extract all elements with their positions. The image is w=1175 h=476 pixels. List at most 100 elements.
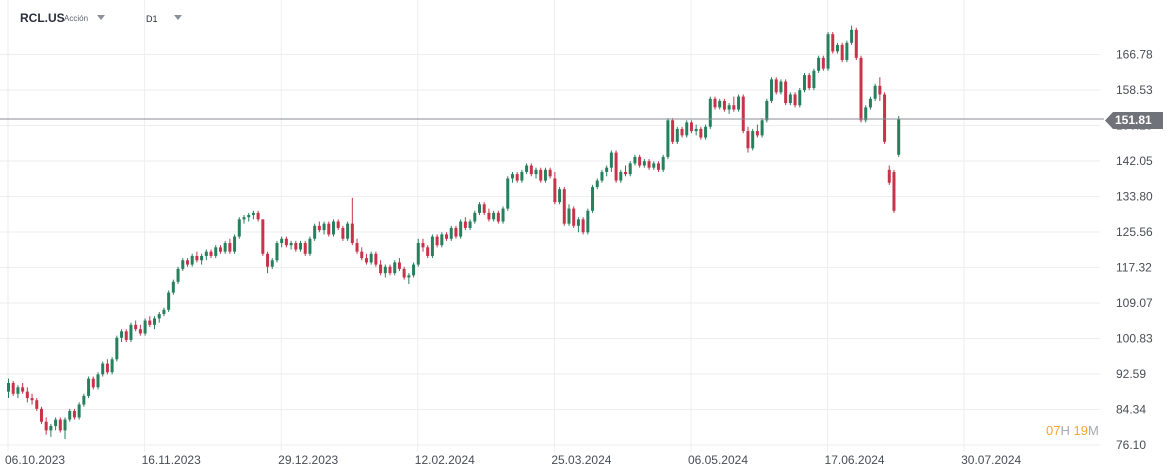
candle-body (770, 79, 774, 101)
candle-body (576, 219, 580, 226)
candle-body (807, 75, 811, 89)
candle-body (840, 44, 844, 61)
current-price-tag (1105, 112, 1163, 129)
candle-up (605, 165, 609, 177)
timeframe-label[interactable]: D1 (146, 14, 158, 24)
candle-body (713, 98, 717, 108)
candle-body (275, 243, 279, 261)
y-tick-label: 117.32 (1116, 260, 1152, 274)
candle-body (430, 236, 434, 256)
candle-up (96, 372, 100, 390)
candle-body (237, 219, 241, 237)
candle-body (350, 223, 354, 244)
candle-down (878, 77, 882, 101)
candle-body (553, 178, 557, 203)
candle-body (63, 419, 67, 431)
candle-body (798, 90, 802, 106)
candle-body (543, 169, 547, 181)
timeframe-dropdown-icon[interactable] (174, 15, 182, 20)
y-tick-label: 92.59 (1116, 367, 1146, 381)
symbol-dropdown-icon[interactable] (97, 15, 105, 20)
candle-body (873, 85, 877, 99)
candle-body (190, 255, 194, 265)
x-tick-label: 25.03.2024 (551, 453, 611, 467)
candle-body (134, 324, 138, 330)
candle-body (591, 187, 595, 211)
candle-body (478, 204, 481, 213)
candle-up (120, 329, 124, 343)
candle-up (275, 240, 279, 263)
candle-up (412, 262, 416, 278)
candle-body (680, 128, 684, 136)
candle-body (124, 331, 128, 340)
candle-up (110, 357, 114, 375)
candle-body (473, 212, 477, 222)
candle-down (138, 324, 142, 336)
candle-body (200, 255, 204, 261)
candle-body (774, 79, 778, 93)
candle-up (430, 234, 434, 259)
candle-body (859, 57, 863, 121)
candle-up (331, 219, 335, 237)
candle-up (16, 385, 20, 399)
candle-body (755, 131, 759, 136)
candle-down (360, 247, 364, 261)
candle-down (317, 221, 321, 233)
candle-body (416, 243, 420, 265)
candle-body (388, 266, 392, 274)
candle-up (770, 77, 774, 104)
candle-down (572, 206, 576, 228)
candle-body (157, 314, 161, 319)
candle-up (87, 376, 91, 399)
candle-up (817, 55, 821, 73)
candle-body (567, 208, 571, 224)
price-axis: 76.10 84.34 92.59 100.83 109.07 117.32 125.56 1… (1116, 48, 1153, 453)
candle-body (609, 152, 613, 168)
candle-body (708, 98, 712, 127)
candle-up (68, 408, 72, 422)
candle-body (558, 189, 562, 203)
candle-up (534, 167, 538, 179)
candle-up (171, 279, 175, 295)
candle-body (784, 81, 788, 104)
candle-down (35, 398, 39, 411)
candle-body (675, 128, 679, 142)
candle-body (845, 42, 849, 61)
candle-body (765, 100, 769, 121)
candle-body (77, 404, 81, 418)
countdown-minutes: 19 (1073, 423, 1088, 438)
candle-down (487, 208, 491, 222)
candle-body (218, 247, 222, 252)
candle-up (162, 307, 166, 317)
candle-down (327, 221, 331, 237)
candle-body (638, 156, 642, 166)
symbol-label[interactable]: RCL.US (20, 11, 65, 25)
candle-body (529, 165, 533, 175)
candle-body (510, 174, 514, 179)
candle-body (143, 320, 147, 334)
candle-body (303, 243, 307, 254)
candle-body (671, 120, 675, 142)
candle-body (751, 131, 755, 149)
candle-down (840, 42, 844, 63)
candle-down (124, 329, 128, 343)
candle-body (741, 96, 745, 132)
countdown-hours-unit: H (1060, 423, 1070, 438)
candle-body (793, 94, 797, 106)
candle-body (656, 163, 660, 170)
candle-body (289, 243, 293, 246)
candle-body (407, 275, 411, 278)
candle-down (134, 320, 138, 332)
candle-body (661, 156, 665, 170)
candle-body (138, 329, 142, 334)
candle-up (586, 208, 590, 235)
candle-up (543, 167, 547, 183)
candle-body (699, 128, 703, 138)
candle-body (562, 189, 566, 224)
grid-lines (0, 0, 1100, 452)
candle-body (548, 169, 552, 177)
candle-down (713, 96, 717, 110)
candle-up (558, 187, 562, 205)
candle-body (445, 234, 449, 239)
